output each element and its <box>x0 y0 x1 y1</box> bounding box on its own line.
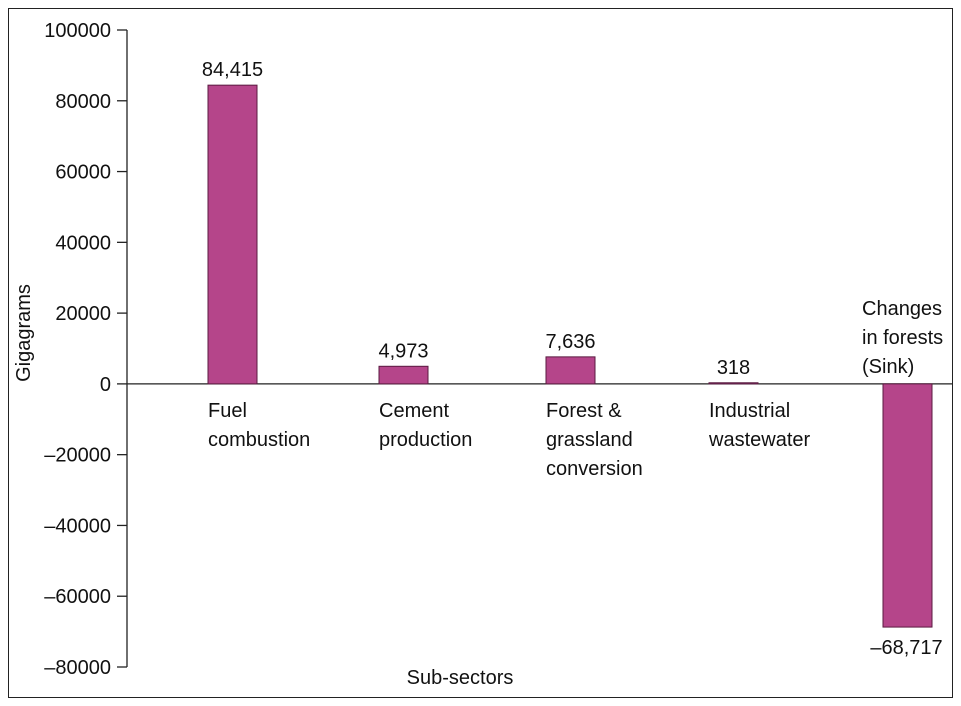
y-axis-title: Gigagrams <box>13 284 35 382</box>
y-axis-ticks: 100000 80000 60000 40000 20000 0 –20000 –40000 –… <box>44 20 127 679</box>
category-label: grassland <box>546 429 633 451</box>
category-label: Forest & <box>546 400 622 422</box>
category-label: Cement <box>379 400 449 422</box>
y-tick-label: 20000 <box>55 303 111 325</box>
category-label: (Sink) <box>862 356 914 378</box>
category-label: production <box>379 429 472 451</box>
y-tick-label: 40000 <box>55 232 111 254</box>
value-labels: 84,415 4,973 7,636 318 –68,717 <box>202 59 943 659</box>
y-tick-label: –40000 <box>44 515 111 537</box>
category-label: Industrial <box>709 400 790 422</box>
value-label: –68,717 <box>870 637 942 659</box>
x-axis-title: Sub-sectors <box>407 667 514 689</box>
y-tick-label: 80000 <box>55 91 111 113</box>
category-labels: Fuel combustion Cement production Forest & gr… <box>208 298 943 480</box>
bar <box>708 382 759 385</box>
value-label: 84,415 <box>202 59 263 81</box>
category-label: in forests <box>862 327 943 349</box>
bar <box>882 383 933 628</box>
bar <box>378 365 429 385</box>
category-label: wastewater <box>708 429 810 451</box>
value-label: 7,636 <box>545 331 595 353</box>
category-label: combustion <box>208 429 310 451</box>
y-tick-label: 60000 <box>55 162 111 184</box>
category-label: Changes <box>862 298 942 320</box>
value-label: 4,973 <box>378 340 428 362</box>
y-tick-label: 0 <box>100 374 111 396</box>
y-tick-label: –80000 <box>44 657 111 679</box>
y-tick-label: –20000 <box>44 445 111 467</box>
bars <box>207 84 933 628</box>
y-tick-label: –60000 <box>44 586 111 608</box>
chart-frame <box>8 8 953 698</box>
value-label: 318 <box>717 357 750 379</box>
category-label: Fuel <box>208 400 247 422</box>
y-tick-label: 100000 <box>44 20 111 42</box>
bar <box>545 356 596 385</box>
category-label: conversion <box>546 458 643 480</box>
bar <box>207 84 258 385</box>
